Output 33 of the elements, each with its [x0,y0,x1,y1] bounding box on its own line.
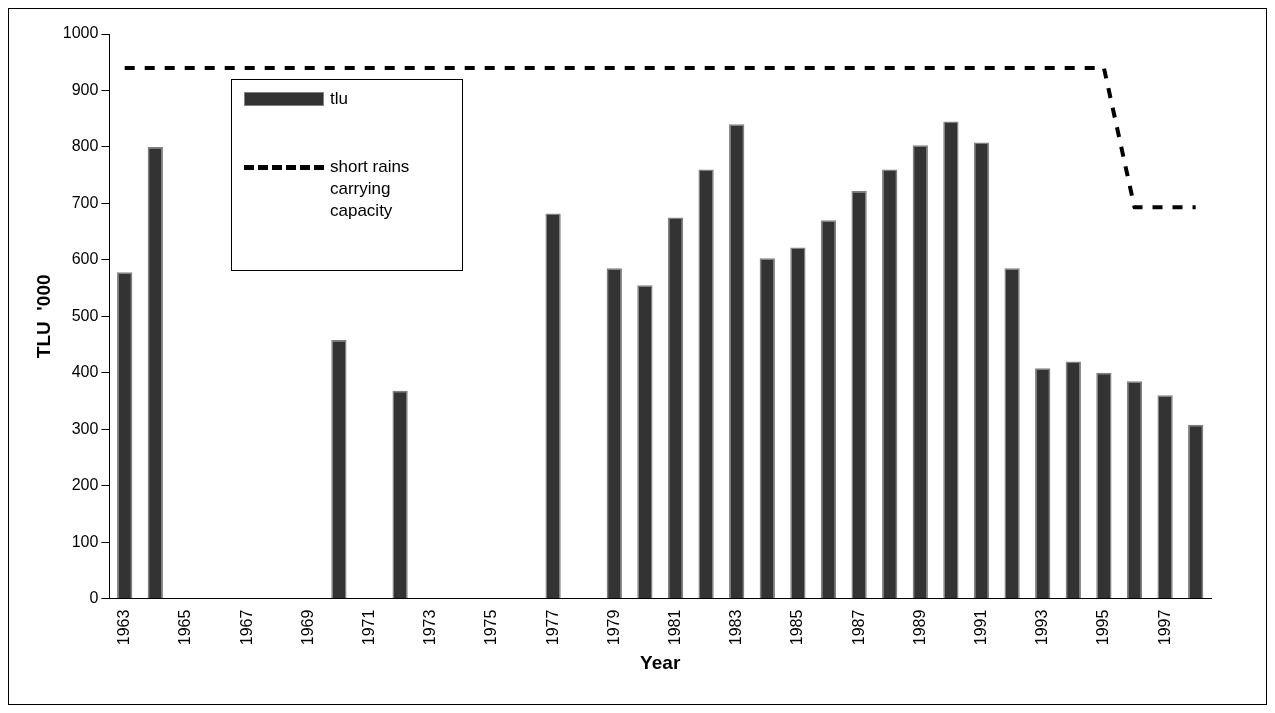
x-axis-title: Year [640,651,681,673]
y-tick-label: 900 [71,80,99,98]
y-tick-label: 100 [71,532,99,550]
y-tick-label: 400 [71,363,99,381]
y-tick-label: 600 [71,250,99,268]
y-tick-label: 1000 [62,24,99,42]
x-tick-label: 1975 [482,609,500,646]
x-tick-label: 1987 [849,609,867,646]
x-tick-label: 1977 [543,609,561,646]
x-tick-label: 1965 [176,609,194,646]
x-tick-label: 1979 [604,609,622,646]
x-tick-label: 1985 [788,609,806,646]
legend-label: short rains carrying capacity [330,156,411,222]
y-axis-title: TLU '000 [32,274,54,359]
x-tick-label: 1991 [971,609,989,646]
x-tick-label: 1973 [421,609,439,646]
y-tick-label: 800 [71,137,99,155]
x-tick-label: 1981 [665,609,683,646]
y-tick-label: 0 [89,589,99,607]
x-tick-label: 1963 [115,609,133,646]
y-tick-label: 200 [71,476,99,494]
legend-label: tlu [330,88,349,110]
y-tick-label: 700 [71,193,99,211]
y-tick-label: 500 [71,306,99,324]
x-tick-label: 1971 [359,609,377,646]
x-tick-label: 1995 [1094,609,1112,646]
x-tick-label: 1967 [237,609,255,646]
x-tick-label: 1989 [910,609,928,646]
x-tick-label: 1969 [298,609,316,646]
x-tick-label: 1993 [1033,609,1051,646]
x-tick-label: 1983 [727,609,745,646]
y-tick-label: 300 [71,419,99,437]
x-tick-label: 1997 [1155,609,1173,646]
